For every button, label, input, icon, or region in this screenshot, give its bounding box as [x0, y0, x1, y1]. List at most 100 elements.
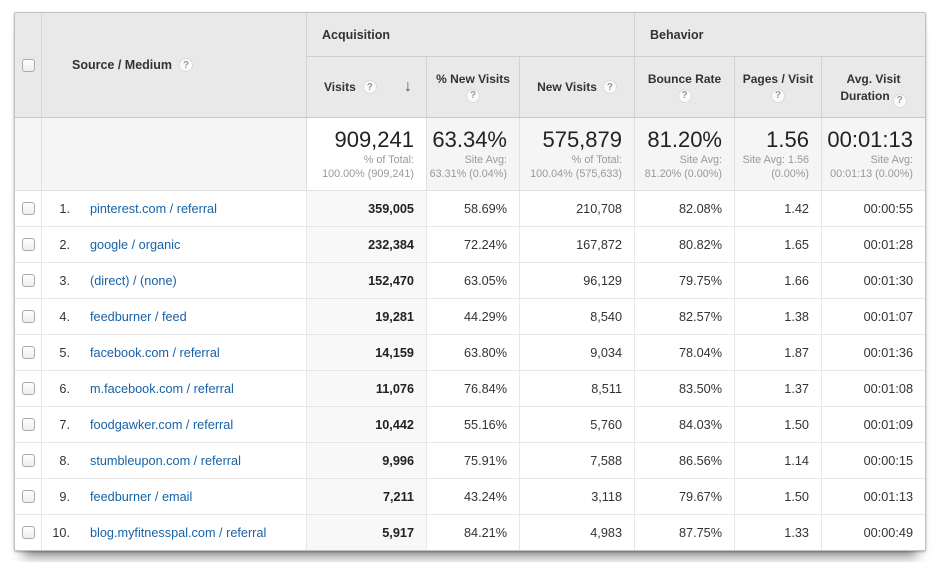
pages-visit-cell: 1.66	[734, 263, 821, 298]
pct-new-visits-cell: 63.80%	[426, 335, 519, 370]
summary-avg-duration: 00:01:13 Site Avg: 00:01:13 (0.00%)	[821, 118, 925, 190]
column-header-bounce-rate[interactable]: Bounce Rate ?	[634, 57, 734, 117]
bounce-rate-cell: 84.03%	[634, 407, 734, 442]
avg-duration-cell: 00:01:28	[821, 227, 925, 262]
new-visits-cell: 96,129	[519, 263, 634, 298]
summary-bounce-value: 81.20%	[647, 127, 722, 152]
column-header-visits[interactable]: Visits ? ↓	[306, 57, 426, 117]
source-link[interactable]: m.facebook.com / referral	[90, 381, 234, 396]
checkbox-cell	[15, 515, 41, 550]
visits-cell: 232,384	[306, 227, 426, 262]
summary-visits-value: 909,241	[334, 127, 414, 152]
bounce-rate-label: Bounce Rate	[647, 71, 722, 86]
summary-pct-new-value: 63.34%	[432, 127, 507, 152]
help-icon[interactable]: ?	[892, 93, 907, 108]
summary-new-visits-sub: % of Total:	[571, 154, 622, 166]
row-checkbox[interactable]	[21, 310, 35, 323]
new-visits-cell: 9,034	[519, 335, 634, 370]
pct-new-visits-cell: 43.24%	[426, 479, 519, 514]
source-link[interactable]: feedburner / email	[90, 489, 193, 504]
visits-cell: 7,211	[306, 479, 426, 514]
pages-visit-cell: 1.38	[734, 299, 821, 334]
help-icon[interactable]: ?	[771, 88, 785, 103]
source-medium-label: Source / Medium	[72, 58, 173, 72]
avg-duration-cell: 00:00:15	[821, 443, 925, 478]
source-cell: 5. facebook.com / referral	[41, 335, 306, 370]
column-header-pct-new-visits[interactable]: % New Visits ?	[426, 57, 519, 117]
column-header-source-medium[interactable]: Source / Medium ?	[41, 13, 306, 117]
row-rank: 2.	[59, 237, 70, 252]
visits-cell: 152,470	[306, 263, 426, 298]
pct-new-visits-cell: 58.69%	[426, 191, 519, 226]
avg-duration-cell: 00:00:49	[821, 515, 925, 550]
pages-visit-cell: 1.33	[734, 515, 821, 550]
source-cell: 7. foodgawker.com / referral	[41, 407, 306, 442]
row-rank: 6.	[59, 381, 70, 396]
source-link[interactable]: facebook.com / referral	[90, 345, 220, 360]
summary-pct-new-sub: Site Avg:	[464, 154, 507, 166]
row-checkbox[interactable]	[21, 454, 35, 467]
row-rank: 3.	[59, 273, 70, 288]
source-link[interactable]: feedburner / feed	[90, 309, 187, 324]
pages-visit-cell: 1.87	[734, 335, 821, 370]
source-link[interactable]: (direct) / (none)	[90, 273, 177, 288]
new-visits-cell: 4,983	[519, 515, 634, 550]
help-icon[interactable]: ?	[179, 58, 194, 72]
row-checkbox[interactable]	[21, 346, 35, 359]
row-rank: 10.	[52, 525, 70, 540]
row-checkbox[interactable]	[21, 202, 35, 215]
source-link[interactable]: blog.myfitnesspal.com / referral	[90, 525, 267, 540]
help-icon[interactable]: ?	[677, 88, 692, 103]
checkbox-cell	[15, 191, 41, 226]
summary-new-visits-sub2: 100.04% (575,633)	[530, 168, 622, 180]
avg-duration-cell: 00:01:13	[821, 479, 925, 514]
row-checkbox[interactable]	[21, 418, 35, 431]
table-row: 10. blog.myfitnesspal.com / referral 5,9…	[15, 515, 925, 550]
summary-checkbox-cell	[15, 118, 41, 190]
table-row: 4. feedburner / feed 19,281 44.29% 8,540…	[15, 299, 925, 335]
summary-duration-value: 00:01:13	[827, 127, 913, 152]
source-link[interactable]: pinterest.com / referral	[90, 201, 217, 216]
bounce-rate-cell: 83.50%	[634, 371, 734, 406]
source-cell: 9. feedburner / email	[41, 479, 306, 514]
source-cell: 2. google / organic	[41, 227, 306, 262]
column-header-pages-visit[interactable]: Pages / Visit ?	[734, 57, 821, 117]
source-link[interactable]: foodgawker.com / referral	[90, 417, 234, 432]
column-header-new-visits[interactable]: New Visits ?	[519, 57, 634, 117]
visits-cell: 359,005	[306, 191, 426, 226]
row-checkbox[interactable]	[21, 238, 35, 251]
pct-new-visits-cell: 75.91%	[426, 443, 519, 478]
row-checkbox[interactable]	[21, 274, 35, 287]
avg-duration-cell: 00:01:07	[821, 299, 925, 334]
avg-duration-cell: 00:01:36	[821, 335, 925, 370]
summary-bounce-rate: 81.20% Site Avg: 81.20% (0.00%)	[634, 118, 734, 190]
source-link[interactable]: stumbleupon.com / referral	[90, 453, 241, 468]
summary-pages-sub: Site Avg: 1.56	[742, 154, 809, 166]
source-cell: 6. m.facebook.com / referral	[41, 371, 306, 406]
sort-desc-icon[interactable]: ↓	[404, 78, 412, 95]
help-icon[interactable]: ?	[362, 80, 377, 94]
new-visits-cell: 7,588	[519, 443, 634, 478]
column-header-avg-visit-duration[interactable]: Avg. Visit Duration?	[821, 57, 925, 117]
new-visits-cell: 167,872	[519, 227, 634, 262]
row-checkbox[interactable]	[21, 382, 35, 395]
summary-pages-sub2: (0.00%)	[771, 168, 809, 180]
visits-cell: 11,076	[306, 371, 426, 406]
row-checkbox[interactable]	[21, 526, 35, 539]
bounce-rate-cell: 82.08%	[634, 191, 734, 226]
pages-visit-cell: 1.50	[734, 407, 821, 442]
table-row: 7. foodgawker.com / referral 10,442 55.1…	[15, 407, 925, 443]
help-icon[interactable]: ?	[602, 80, 617, 94]
row-checkbox[interactable]	[21, 490, 35, 503]
pct-new-visits-cell: 63.05%	[426, 263, 519, 298]
row-rank: 4.	[59, 309, 70, 324]
pages-visit-cell: 1.50	[734, 479, 821, 514]
table-row: 9. feedburner / email 7,211 43.24% 3,118…	[15, 479, 925, 515]
summary-new-visits-value: 575,879	[542, 127, 622, 152]
summary-bounce-sub2: 81.20% (0.00%)	[644, 168, 722, 180]
analytics-table-card: Source / Medium ? Acquisition Behavior V…	[14, 12, 926, 551]
help-icon[interactable]: ?	[466, 88, 480, 103]
row-rank: 1.	[59, 201, 70, 216]
select-all-checkbox[interactable]	[21, 58, 35, 72]
source-link[interactable]: google / organic	[90, 237, 181, 252]
